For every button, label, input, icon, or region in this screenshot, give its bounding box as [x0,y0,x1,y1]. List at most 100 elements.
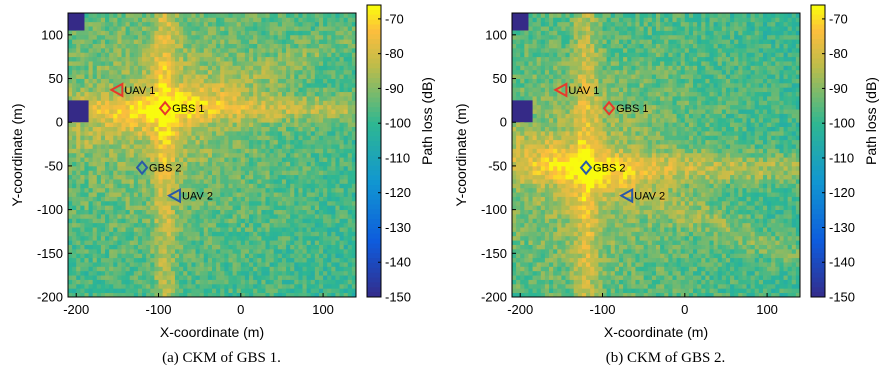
colorbar-segment [811,282,825,288]
y-tick-label: -100 [37,202,63,217]
colorbar-segment [811,267,825,274]
colorbar-segment [811,189,825,196]
colorbar-segment [811,29,825,35]
colorbar-segment [367,189,381,196]
colorbar-segment [811,5,825,11]
colorbar-segment [811,92,825,98]
colorbar-segment [811,194,825,201]
colorbar-segment [811,272,825,279]
colorbar-tick-label: -100 [829,116,855,131]
y-tick-label: 100 [41,27,63,42]
colorbar-segment [811,14,825,21]
colorbar-segment [367,48,381,55]
y-tick-label: -200 [37,290,63,305]
colorbar-segment [811,204,825,210]
y-tick-label: -100 [481,202,507,217]
colorbar-segment [367,19,381,25]
colorbar-segment [367,292,381,298]
x-tick-label: 100 [312,302,334,317]
colorbar-segment [811,24,825,30]
colorbar-segment [367,116,381,123]
colorbar-segment [367,68,381,74]
colorbar-segment [367,136,381,142]
colorbar-tick-label: -110 [829,150,854,165]
colorbar-segment [811,141,825,147]
colorbar-segment [367,224,381,230]
colorbar-segment [811,277,825,283]
colorbar-segment [367,131,381,137]
colorbar-segment [367,87,381,94]
plot-frame [67,12,357,298]
colorbar-segment [367,58,381,64]
colorbar-segment [811,224,825,230]
colorbar-segment [811,58,825,64]
colorbar-segment [811,78,825,84]
colorbar-segment [811,112,825,118]
y-tick-label: 0 [500,115,507,130]
colorbar-segment [367,185,381,191]
panel-b: -200 -100 0 100 -200 -150 -100 -50 0 50 100 X-coord… [444,0,887,391]
colorbar-segment [811,53,825,60]
colorbar-tick-label: -80 [385,46,404,61]
gbs-2-label: GBS 2 [593,163,625,175]
colorbar-frame [366,4,382,298]
colorbar-segment [367,194,381,201]
colorbar-segment [811,170,825,176]
colorbar-frame [810,4,826,298]
colorbar-segment [811,102,825,108]
y-tick-label: 50 [49,71,63,86]
colorbar-segment [811,233,825,240]
colorbar-tick-label: -150 [829,290,855,305]
colorbar-segment [367,141,381,147]
heatmap-cells [68,13,357,298]
y-tick-label: -200 [481,290,507,305]
gbs-1-marker [158,100,172,116]
colorbar-segment [367,5,381,11]
colorbar-segment [367,165,381,171]
colorbar-segment [367,43,381,50]
colorbar-segment [811,97,825,103]
colorbar-segment [367,209,381,215]
gbs-1-label: GBS 1 [616,103,648,115]
colorbar-tick-label: -100 [385,116,411,131]
colorbar-tick-label: -70 [385,11,404,26]
colorbar-tick-label: -140 [829,255,855,270]
colorbar-segment [811,121,825,128]
colorbar-segment [367,253,381,259]
colorbar-segment [367,228,381,235]
colorbar-segment [811,287,825,293]
colorbar-segment [811,219,825,225]
y-tick-label: -150 [481,246,507,261]
colorbar-segment [811,19,825,25]
y-axis-label: Y-coordinate (m) [453,104,469,207]
colorbar-segment [811,160,825,167]
colorbar-segment [811,82,825,89]
colorbar-segment [367,146,381,152]
colorbar-segment [811,180,825,186]
colorbar-segment [811,228,825,235]
colorbar-segment [811,253,825,259]
x-axis-label: X-coordinate (m) [160,324,264,340]
colorbar-segment [811,136,825,142]
colorbar-segment [811,209,825,215]
colorbar-tick-label: -120 [829,185,855,200]
uav-1-marker [109,82,124,98]
colorbar-segment [367,82,381,89]
colorbar-segment [811,131,825,137]
uav-1-label: UAV 1 [568,85,599,97]
y-tick-label: -50 [488,158,507,173]
heatmap-cells [512,13,801,298]
colorbar-segment [811,34,825,40]
colorbar-segment [811,43,825,50]
colorbar-segment [811,116,825,123]
uav-2-marker [166,187,181,204]
gbs-2-label: GBS 2 [149,163,181,175]
colorbar-segment [811,292,825,298]
ckm-heatmap-gbs2: -200 -100 0 100 -200 -150 -100 -50 0 50 100 X-coord… [453,4,879,340]
colorbar-segment [367,24,381,30]
colorbar-tick-label: -130 [829,220,855,235]
colorbar-segment [811,87,825,94]
colorbar-segment [367,29,381,35]
colorbar-segment [367,73,381,79]
colorbar-segment [367,238,381,244]
